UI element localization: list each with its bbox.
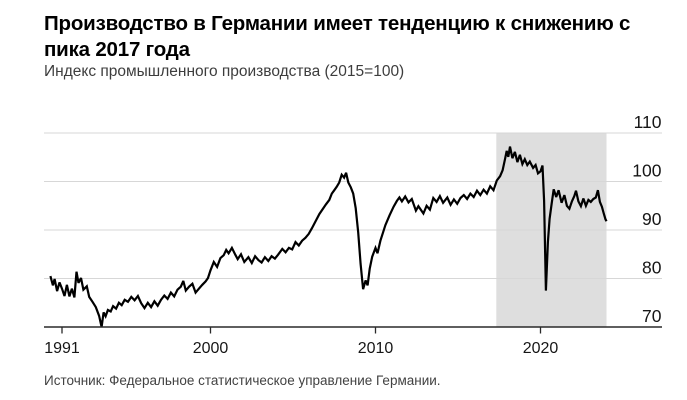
x-tick-label: 2020 xyxy=(523,340,559,357)
chart-title: Производство в Германии имеет тенденцию … xyxy=(44,11,664,63)
y-tick-label: 90 xyxy=(642,209,662,229)
x-tick-label: 2000 xyxy=(193,340,229,357)
x-tick-label: 2010 xyxy=(358,340,394,357)
data-line xyxy=(49,146,608,328)
chart-title-line1: Производство в Германии имеет тенденцию … xyxy=(44,12,631,35)
y-tick-label: 70 xyxy=(642,306,662,326)
y-tick-label: 100 xyxy=(632,161,661,181)
chart-subtitle: Индекс промышленного производства (2015=… xyxy=(44,63,405,80)
chart-title-line2: пика 2017 года xyxy=(44,38,190,61)
x-tick-label: 1991 xyxy=(44,340,80,357)
y-tick-label: 80 xyxy=(642,258,662,278)
source-note: Источник: Федеральное статистическое упр… xyxy=(44,373,441,388)
y-tick-label: 110 xyxy=(634,112,662,132)
